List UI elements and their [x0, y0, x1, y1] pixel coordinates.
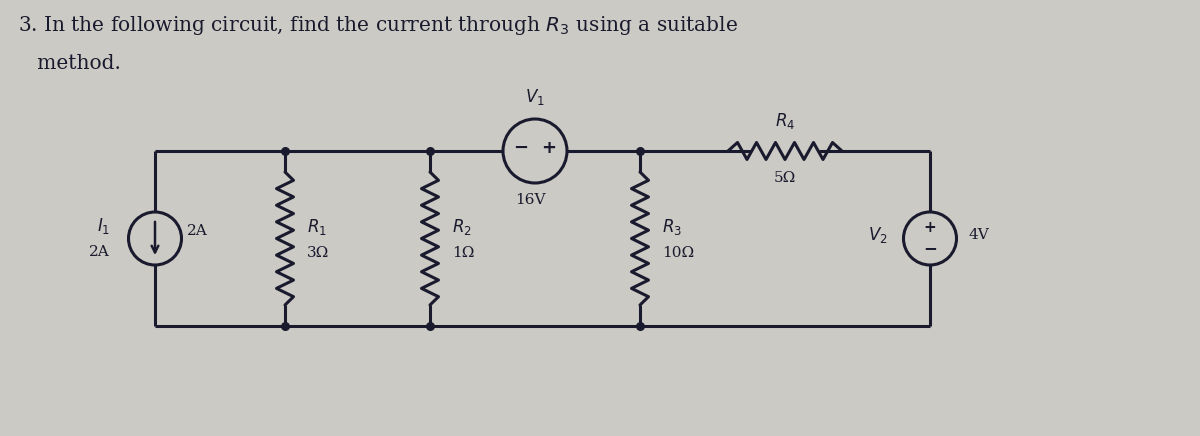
Text: $R_3$: $R_3$: [662, 217, 682, 236]
Text: 10Ω: 10Ω: [662, 245, 694, 259]
Text: +: +: [924, 220, 936, 235]
Text: $I_1$: $I_1$: [97, 215, 110, 235]
Text: −: −: [923, 239, 937, 258]
Text: method.: method.: [18, 54, 121, 73]
Text: 3. In the following circuit, find the current through $R_3$ using a suitable: 3. In the following circuit, find the cu…: [18, 14, 738, 37]
Text: $R_4$: $R_4$: [775, 111, 796, 131]
Text: $V_2$: $V_2$: [869, 225, 888, 245]
Text: $R_2$: $R_2$: [452, 217, 472, 236]
Text: 5Ω: 5Ω: [774, 171, 796, 185]
Text: 3Ω: 3Ω: [307, 245, 329, 259]
Text: $V_1$: $V_1$: [526, 87, 545, 107]
Text: 2A: 2A: [89, 245, 110, 259]
Text: 1Ω: 1Ω: [452, 245, 474, 259]
Text: $R_1$: $R_1$: [307, 217, 326, 236]
Text: 16V: 16V: [515, 193, 545, 207]
Text: +: +: [541, 139, 557, 157]
Text: 4V: 4V: [968, 228, 989, 242]
Text: 2A: 2A: [186, 224, 208, 238]
Text: −: −: [514, 139, 528, 157]
